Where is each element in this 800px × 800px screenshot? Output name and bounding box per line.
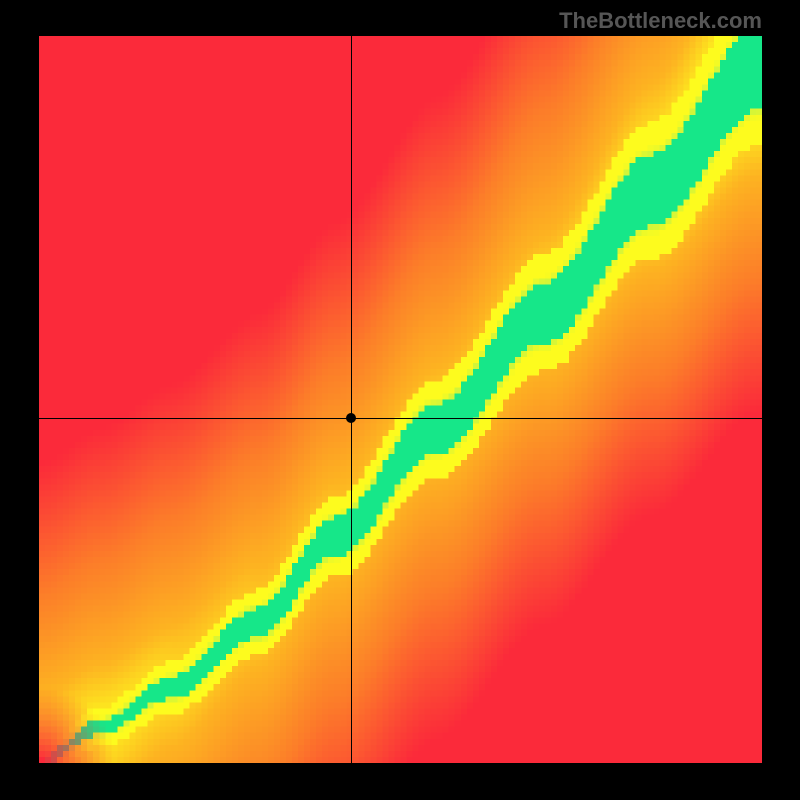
selection-marker [346, 413, 356, 423]
crosshair-vertical [351, 36, 352, 763]
bottleneck-heatmap [39, 36, 762, 763]
watermark-text: TheBottleneck.com [559, 8, 762, 34]
crosshair-horizontal [39, 418, 762, 419]
chart-container: TheBottleneck.com [0, 0, 800, 800]
